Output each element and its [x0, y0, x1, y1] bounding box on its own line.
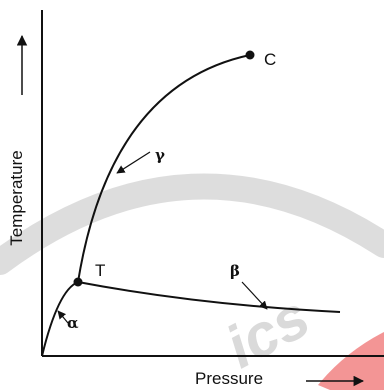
- gamma-curve: [77, 54, 251, 283]
- watermark: ics: [0, 173, 384, 390]
- x-axis-label: Pressure: [195, 369, 263, 388]
- watermark-arc: [0, 173, 384, 275]
- triple-point-label: T: [95, 261, 105, 280]
- alpha-curve: [41, 281, 79, 357]
- watermark-accent: [318, 332, 384, 390]
- gamma-label: γ: [155, 146, 165, 164]
- beta-label: β: [230, 262, 240, 280]
- y-axis-label: Temperature: [7, 150, 26, 245]
- triple-point-marker: [73, 277, 83, 287]
- watermark-text: ics: [215, 283, 320, 381]
- critical-point-marker: [245, 50, 255, 60]
- beta-pointer: [241, 281, 268, 310]
- gamma-pointer: [116, 151, 151, 174]
- critical-point-label: C: [264, 50, 276, 69]
- alpha-label: α: [67, 314, 79, 332]
- alpha-pointer: [57, 310, 69, 324]
- beta-curve: [77, 281, 341, 313]
